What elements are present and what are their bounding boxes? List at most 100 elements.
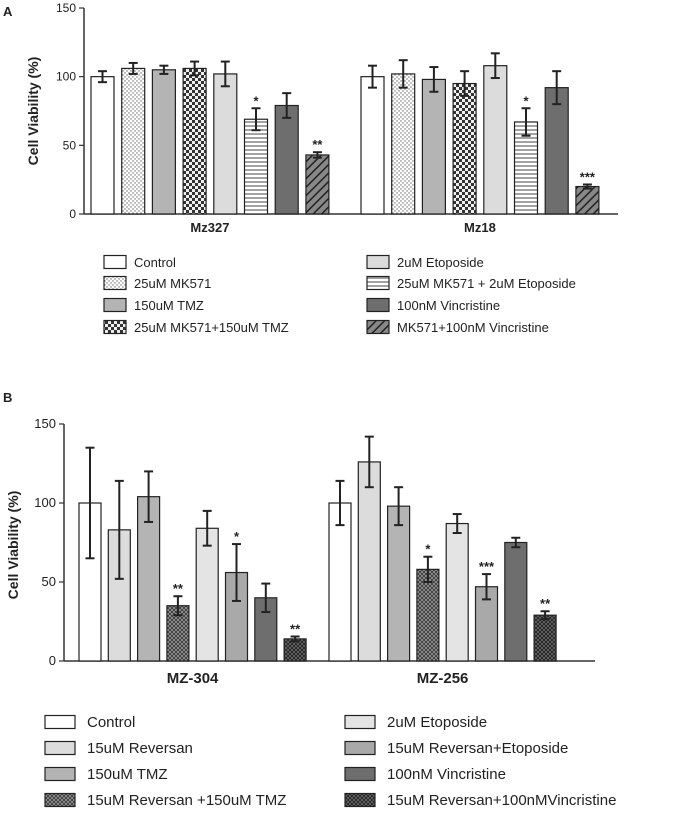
legend-swatch xyxy=(44,792,76,808)
legend-swatch xyxy=(103,254,127,270)
group-label: MZ-304 xyxy=(167,670,219,687)
legend-label: 2uM Etoposide xyxy=(397,255,484,270)
bar xyxy=(416,568,440,662)
legend-item: 2uM Etoposide xyxy=(344,714,487,731)
legend-swatch xyxy=(44,740,76,756)
bar xyxy=(328,502,352,662)
bar xyxy=(274,104,299,215)
significance-label: * xyxy=(425,542,431,557)
bar xyxy=(387,505,411,662)
legend-swatch xyxy=(344,792,376,808)
legend-label: 15uM Reversan xyxy=(87,740,193,757)
y-tick-label: 150 xyxy=(56,1,76,15)
bar xyxy=(544,87,569,215)
panel-letter: A xyxy=(3,4,13,19)
significance-label: *** xyxy=(479,559,495,574)
y-tick-label: 0 xyxy=(69,207,76,221)
legend: Control 25uM MK571 150uM TMZ 25uM MK571+150… xyxy=(103,254,576,335)
legend-label: 15uM Reversan+100nMVincristine xyxy=(387,792,616,809)
significance-label: *** xyxy=(580,169,596,184)
legend-swatch xyxy=(366,254,390,270)
legend-item: 25uM MK571+150uM TMZ xyxy=(103,319,289,335)
bar xyxy=(575,185,600,215)
y-axis-title: Cell Viability (%) xyxy=(5,491,21,600)
legend-label: 100nM Vincristine xyxy=(387,766,506,783)
group-label: MZ-256 xyxy=(417,670,469,687)
bar xyxy=(452,82,477,215)
bar xyxy=(445,522,469,662)
y-tick-label: 0 xyxy=(49,653,56,668)
bar xyxy=(504,541,528,662)
bar xyxy=(533,614,557,662)
legend-label: 15uM Reversan+Etoposide xyxy=(387,740,568,757)
legend-label: Control xyxy=(134,255,176,270)
legend-item: 150uM TMZ xyxy=(44,766,168,783)
legend-label: Control xyxy=(87,714,135,731)
legend-swatch xyxy=(103,319,127,335)
bar xyxy=(151,69,176,215)
legend-item: 15uM Reversan+100nMVincristine xyxy=(344,792,616,809)
y-tick-label: 50 xyxy=(63,138,77,152)
legend-label: 25uM MK571 xyxy=(134,276,211,291)
bar xyxy=(121,67,146,215)
legend-item: 15uM Reversan +150uM TMZ xyxy=(44,792,286,809)
bar xyxy=(243,118,269,215)
legend-item: 150uM TMZ xyxy=(103,297,204,313)
legend-swatch xyxy=(44,714,76,730)
bar xyxy=(213,73,238,215)
significance-label: ** xyxy=(540,596,551,611)
y-tick-label: 50 xyxy=(42,574,56,589)
legend-item: 25uM MK571 + 2uM Etoposide xyxy=(366,275,576,291)
legend-swatch xyxy=(344,740,376,756)
y-axis-title: Cell Viability (%) xyxy=(25,57,41,166)
y-tick-label: 100 xyxy=(56,70,76,84)
significance-label: * xyxy=(234,529,240,544)
bar xyxy=(360,76,385,215)
bar xyxy=(391,73,416,215)
legend-swatch xyxy=(366,297,390,313)
legend-swatch xyxy=(103,275,127,291)
legend-label: 2uM Etoposide xyxy=(387,714,487,731)
legend-item: MK571+100nM Vincristine xyxy=(366,319,549,335)
legend-item: 25uM MK571 xyxy=(103,275,211,291)
legend-swatch xyxy=(344,766,376,782)
legend-label: 15uM Reversan +150uM TMZ xyxy=(87,792,286,809)
legend-item: 2uM Etoposide xyxy=(366,254,484,270)
bar xyxy=(357,461,381,662)
bar xyxy=(182,67,207,215)
legend-swatch xyxy=(103,297,127,313)
group-label: Mz327 xyxy=(190,220,229,235)
bar xyxy=(195,527,219,662)
legend-label: 25uM MK571 + 2uM Etoposide xyxy=(397,276,576,291)
legend-swatch xyxy=(344,714,376,730)
bar xyxy=(305,154,330,215)
legend-swatch xyxy=(366,275,390,291)
y-tick-label: 100 xyxy=(34,495,56,510)
bar xyxy=(421,78,446,215)
legend-label: 150uM TMZ xyxy=(87,766,168,783)
legend-swatch xyxy=(44,766,76,782)
bar xyxy=(90,76,115,215)
legend-item: Control xyxy=(44,714,135,731)
legend-item: Control xyxy=(103,254,176,270)
significance-label: ** xyxy=(312,137,323,152)
legend-label: 25uM MK571+150uM TMZ xyxy=(134,320,289,335)
legend-item: 15uM Reversan+Etoposide xyxy=(344,740,568,757)
legend-swatch xyxy=(366,319,390,335)
legend-label: 100nM Vincristine xyxy=(397,298,500,313)
significance-label: * xyxy=(523,93,529,108)
legend-item: 100nM Vincristine xyxy=(366,297,500,313)
panel-letter: B xyxy=(3,390,12,405)
significance-label: ** xyxy=(173,581,184,596)
legend-item: 15uM Reversan xyxy=(44,740,193,757)
bar xyxy=(483,65,508,215)
y-tick-label: 150 xyxy=(34,416,56,431)
significance-label: * xyxy=(253,93,259,108)
legend: Control 15uM Reversan 150uM TMZ 15uM Revers… xyxy=(44,714,616,809)
legend-item: 100nM Vincristine xyxy=(344,766,506,783)
group-label: Mz18 xyxy=(464,220,496,235)
significance-label: ** xyxy=(290,622,301,637)
